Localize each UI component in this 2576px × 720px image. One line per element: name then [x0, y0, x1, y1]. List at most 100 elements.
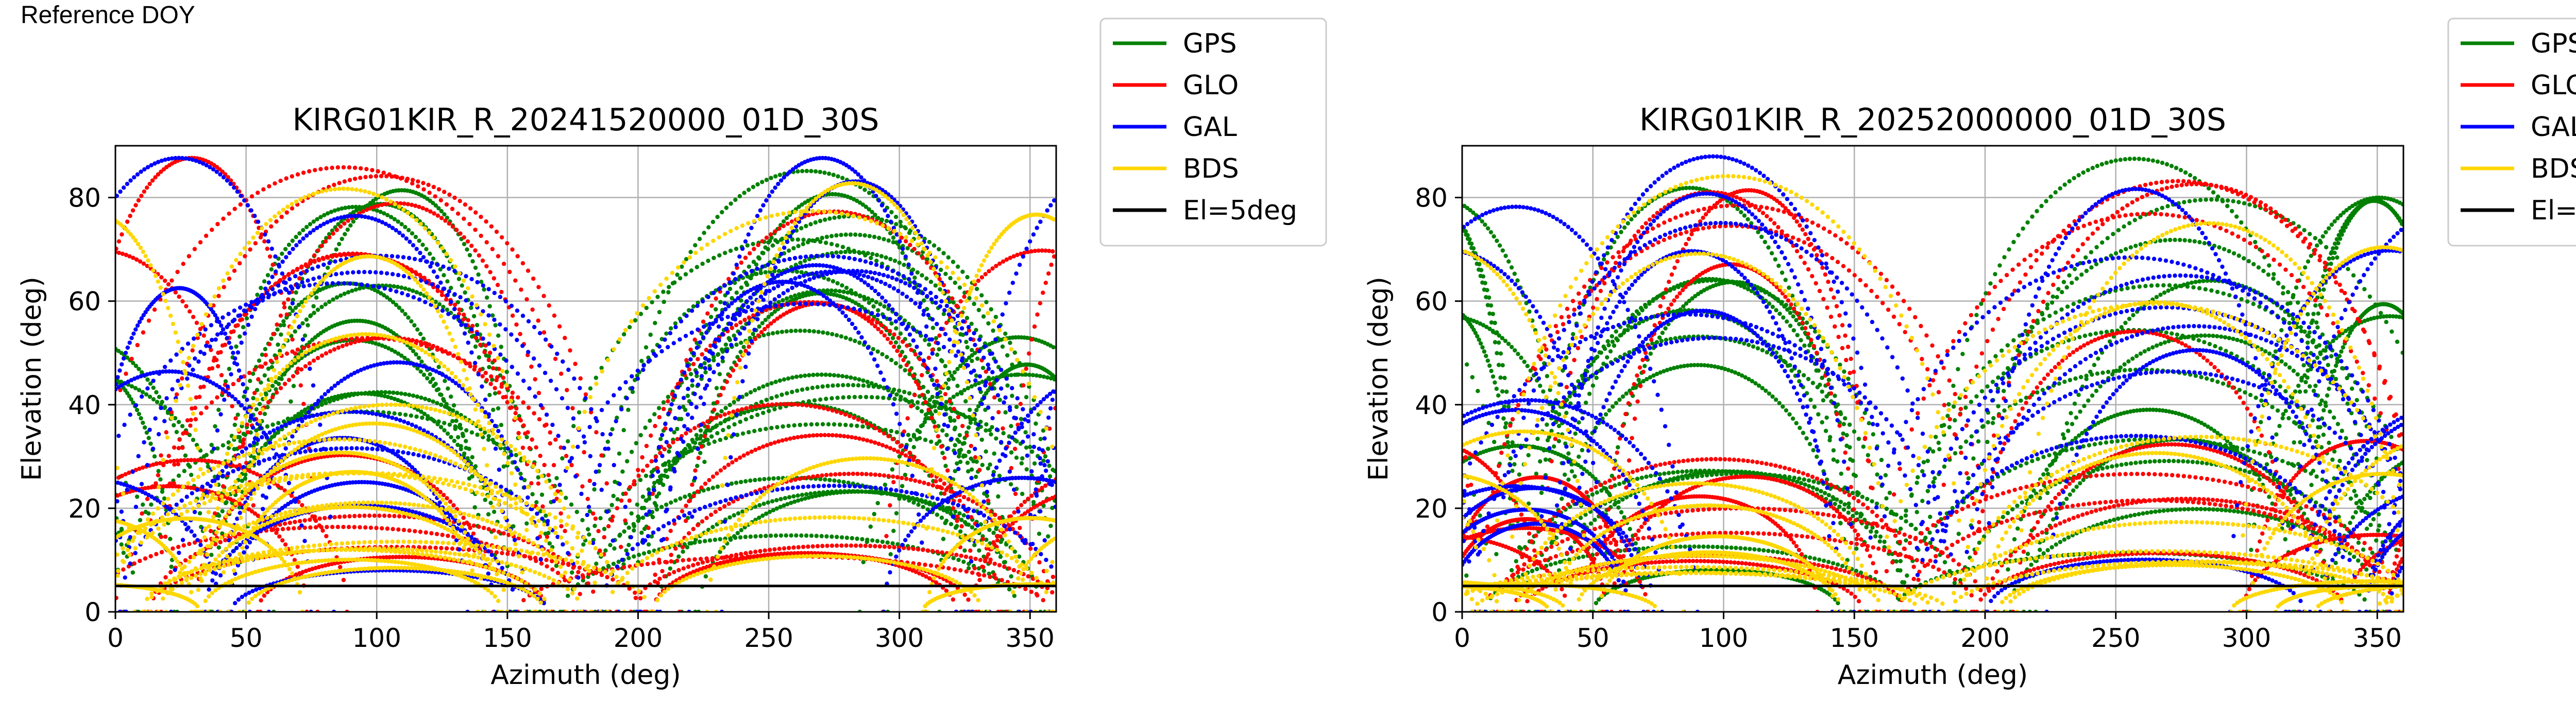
- track-point: [510, 247, 515, 252]
- track-point: [571, 424, 576, 428]
- track-point: [238, 334, 242, 339]
- track-point: [213, 424, 217, 428]
- track-point: [285, 416, 291, 421]
- track-point: [443, 379, 447, 383]
- track-point: [335, 525, 340, 529]
- track-point: [772, 547, 777, 552]
- track-point: [964, 569, 969, 574]
- track-point: [860, 202, 866, 207]
- track-point: [641, 551, 647, 556]
- track-point: [650, 300, 654, 304]
- track-point: [927, 239, 932, 245]
- track-point: [777, 173, 783, 177]
- track-point: [475, 432, 480, 437]
- track-point: [769, 534, 773, 538]
- track-point: [367, 513, 372, 518]
- track-point: [348, 223, 353, 228]
- track-point: [244, 316, 249, 321]
- track-point: [1029, 337, 1034, 342]
- track-point: [894, 326, 899, 331]
- track-point: [846, 471, 851, 476]
- track-point: [909, 348, 913, 352]
- track-point: [850, 536, 855, 541]
- track-point: [146, 318, 151, 323]
- track-point: [365, 336, 370, 340]
- track-point: [663, 426, 668, 431]
- track-point: [1009, 574, 1013, 579]
- track-point: [675, 458, 680, 463]
- track-point: [908, 243, 912, 247]
- track-point: [335, 165, 340, 170]
- track-point: [667, 285, 671, 289]
- track-point: [951, 556, 956, 560]
- track-point: [772, 407, 777, 412]
- track-point: [385, 395, 391, 399]
- track-point: [1050, 590, 1055, 595]
- track-point: [358, 176, 363, 180]
- track-point: [760, 321, 765, 325]
- track-point: [662, 574, 667, 579]
- track-point: [924, 260, 929, 265]
- track-point: [631, 482, 636, 487]
- track-point: [291, 298, 295, 302]
- track-point: [389, 348, 394, 352]
- track-point: [801, 544, 806, 550]
- track-point: [269, 365, 274, 369]
- track-point: [976, 381, 981, 386]
- track-point: [629, 511, 634, 516]
- track-point: [513, 411, 518, 416]
- track-point: [591, 589, 596, 594]
- track-point: [859, 472, 865, 476]
- track-point: [154, 481, 158, 486]
- track-point: [967, 355, 972, 360]
- track-point: [690, 438, 695, 442]
- track-point: [640, 468, 646, 473]
- track-point: [377, 342, 381, 347]
- track-point: [958, 529, 963, 534]
- track-point: [159, 275, 164, 280]
- track-point: [484, 295, 489, 300]
- track-point: [402, 355, 407, 361]
- track-point: [646, 525, 651, 530]
- track-point: [391, 300, 396, 304]
- track-point: [1004, 542, 1009, 547]
- track-point: [116, 239, 122, 244]
- track-point: [840, 374, 845, 379]
- track-point: [141, 420, 145, 425]
- track-point: [493, 323, 498, 328]
- track-point: [911, 434, 917, 439]
- track-point: [848, 414, 852, 418]
- track-point: [734, 481, 739, 485]
- track-point: [138, 518, 143, 523]
- track-point: [951, 260, 956, 264]
- track-point: [473, 228, 478, 232]
- track-point: [747, 264, 752, 269]
- track-point: [764, 426, 768, 431]
- track-point: [753, 404, 757, 409]
- track-point: [959, 391, 964, 396]
- track-point: [257, 402, 262, 406]
- track-point: [919, 409, 924, 414]
- track-point: [592, 523, 597, 528]
- track-point: [766, 315, 771, 319]
- track-point: [786, 376, 791, 381]
- track-point: [336, 345, 341, 350]
- track-point: [855, 423, 859, 428]
- track-point: [1024, 395, 1029, 400]
- track-point: [888, 552, 893, 557]
- track-point: [220, 509, 225, 513]
- track-point: [984, 428, 988, 433]
- track-point: [176, 420, 181, 424]
- track-point: [817, 493, 822, 498]
- track-point: [444, 546, 449, 551]
- track-point: [420, 243, 425, 247]
- track-point: [972, 301, 976, 306]
- track-point: [998, 534, 1003, 539]
- track-point: [700, 519, 705, 524]
- track-point: [460, 432, 465, 436]
- track-point: [784, 329, 789, 334]
- track-point: [757, 256, 762, 261]
- track-point: [962, 520, 968, 525]
- track-point: [666, 395, 671, 399]
- track-point: [888, 492, 893, 496]
